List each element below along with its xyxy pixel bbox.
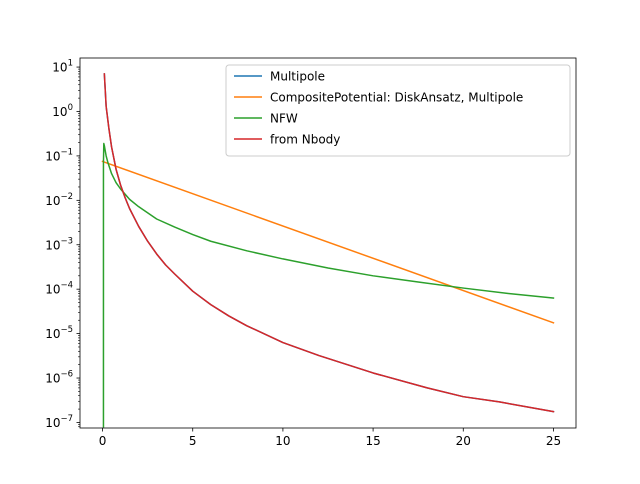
x-tick-label: 25 [546, 434, 561, 448]
series-line-1 [101, 160, 555, 324]
x-tick-label: 5 [189, 434, 197, 448]
y-tick-base: 10 [45, 194, 60, 208]
y-tick-label: 10−4 [45, 281, 73, 297]
y-tick-base: 10 [45, 416, 60, 430]
y-tick-exponent: −2 [60, 192, 73, 202]
series-line-3 [103, 73, 555, 413]
y-tick-label: 10−7 [45, 414, 73, 430]
series-line-2 [102, 142, 555, 428]
y-tick-base: 10 [45, 238, 60, 252]
y-tick-base: 10 [45, 372, 60, 386]
x-tick-label: 20 [456, 434, 471, 448]
y-tick-label: 10−5 [45, 325, 73, 341]
y-tick-base: 10 [45, 283, 60, 297]
y-tick-label: 10−3 [45, 236, 73, 252]
axes-frame [79, 57, 577, 429]
y-tick-label: 10−2 [45, 192, 73, 208]
y-tick-exponent: −3 [60, 236, 73, 246]
x-tick-label: 0 [99, 434, 107, 448]
y-tick-base: 10 [45, 149, 60, 163]
y-tick-label: 100 [52, 103, 73, 119]
y-tick-exponent: −6 [60, 370, 73, 380]
y-tick-exponent: −1 [60, 147, 73, 157]
y-tick-label: 10−6 [45, 370, 73, 386]
legend: Multipole CompositePotential: DiskAnsatz,… [225, 64, 571, 157]
y-tick-exponent: −5 [60, 325, 73, 335]
y-tick-label: 10−1 [45, 147, 73, 163]
legend-box [225, 64, 571, 157]
legend-label: from Nbody [270, 133, 340, 147]
y-tick-base: 10 [52, 105, 67, 119]
y-tick-base: 10 [45, 327, 60, 341]
series-layer [101, 73, 555, 428]
x-tick-label: 10 [275, 434, 290, 448]
y-tick-label: 101 [52, 59, 73, 75]
y-tick-base: 10 [52, 61, 67, 75]
x-tick-label: 15 [365, 434, 380, 448]
legend-label: Multipole [270, 70, 325, 84]
y-tick-exponent: −7 [60, 414, 73, 424]
axis-layer: 0 5 10 15 20 2510110010−110−210−310−410−510−6… [45, 57, 577, 448]
y-tick-exponent: 1 [68, 59, 73, 69]
legend-label: NFW [270, 112, 298, 126]
y-tick-exponent: −4 [60, 281, 73, 291]
legend-label: CompositePotential: DiskAnsatz, Multipol… [270, 91, 523, 105]
y-tick-exponent: 0 [68, 103, 73, 113]
